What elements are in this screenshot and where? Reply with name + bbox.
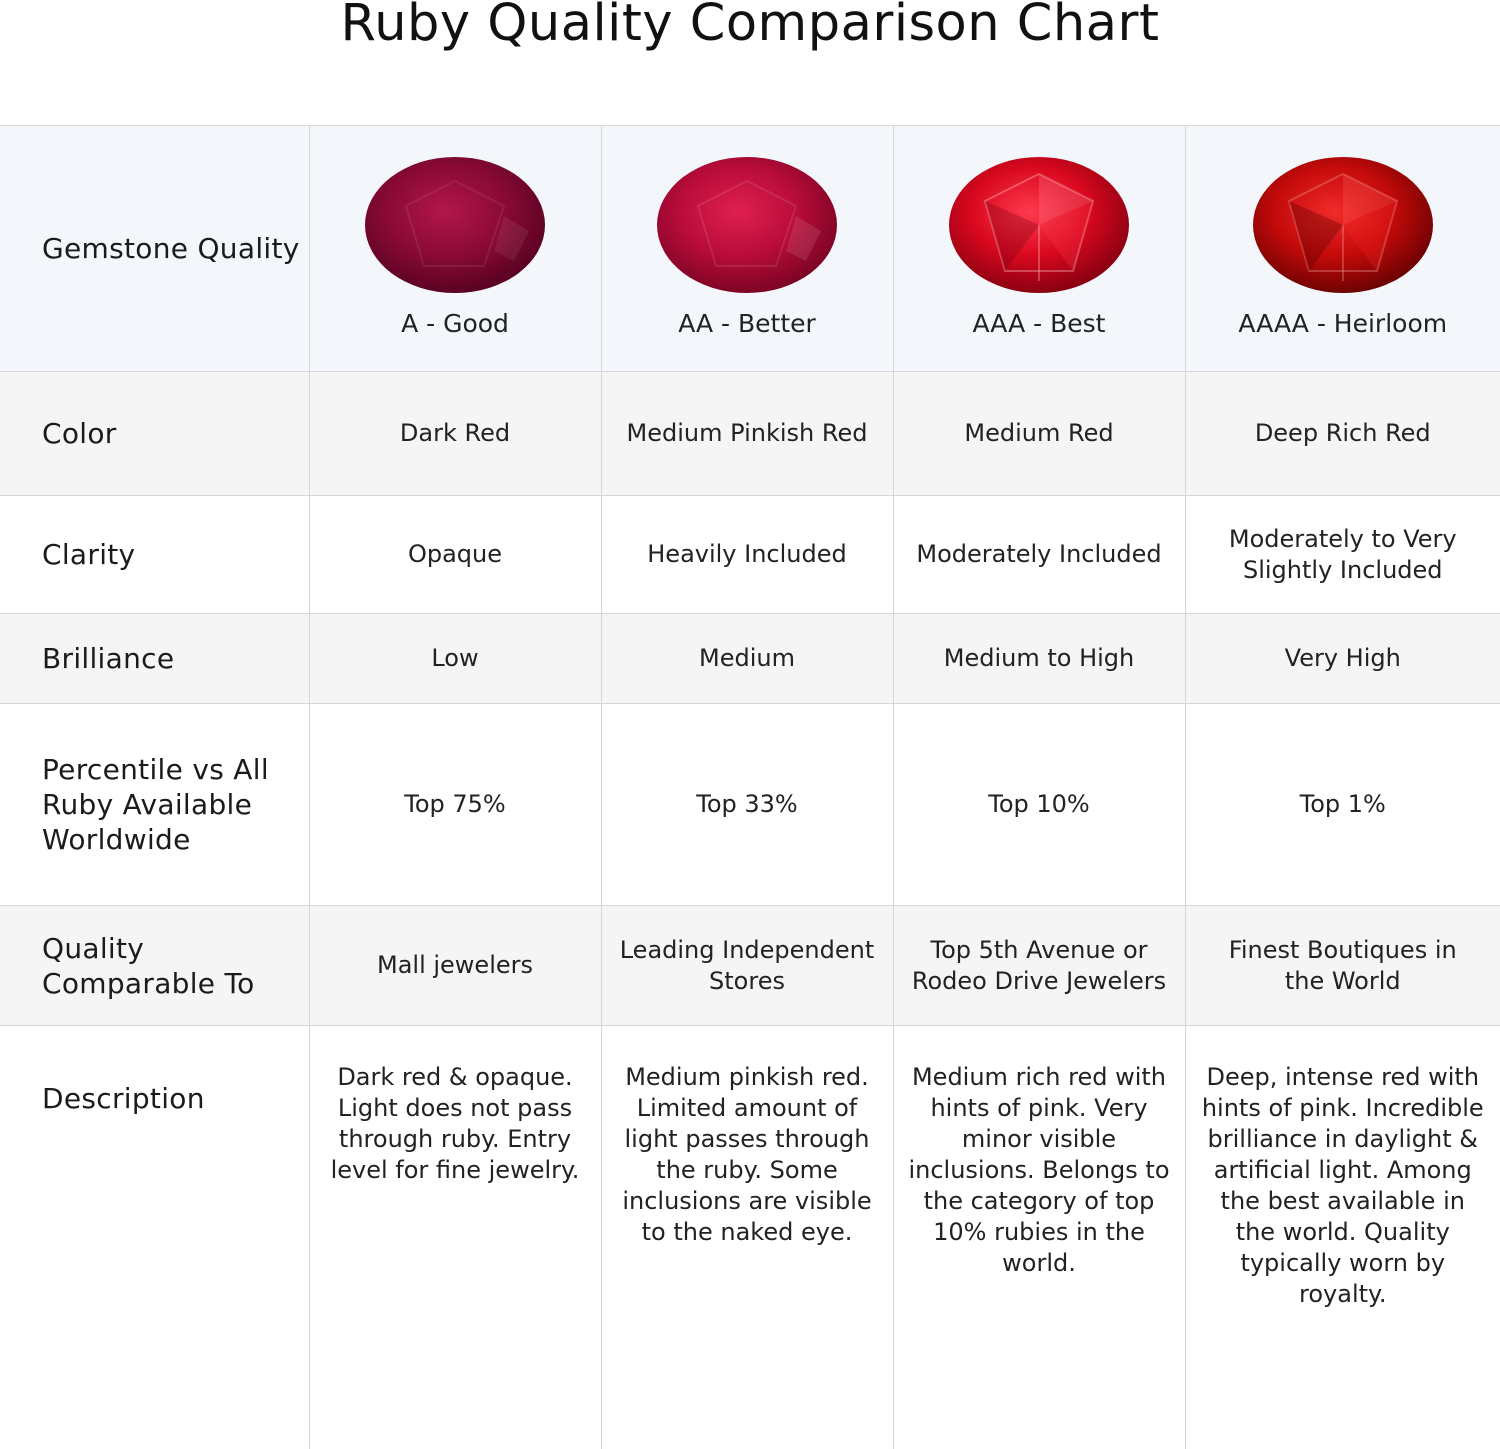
grade-label: AAA - Best [894,308,1185,339]
row-label-description: Description [0,1026,309,1449]
grade-cell: AAAA - Heirloom [1185,126,1500,372]
ruby-gem-icon [948,156,1130,294]
table-cell: Heavily Included [601,496,893,614]
grade-label: A - Good [310,308,601,339]
table-cell: Leading Independent Stores [601,906,893,1026]
table-cell: Finest Boutiques in the World [1185,906,1500,1026]
ruby-gem-icon [1252,156,1434,294]
grade-label: AA - Better [602,308,893,339]
table-cell: Very High [1185,614,1500,704]
table-cell: Medium Red [893,372,1185,496]
table-cell: Top 33% [601,704,893,906]
table-cell: Medium to High [893,614,1185,704]
table-cell: Medium Pinkish Red [601,372,893,496]
grade-cell: A - Good [309,126,601,372]
table-cell: Mall jewelers [309,906,601,1026]
table-cell: Opaque [309,496,601,614]
row-label-percentile: Percentile vs All Ruby Available Worldwi… [0,704,309,906]
quality-row: Gemstone Quality A - Good [0,126,1500,372]
table-cell: Top 5th Avenue or Rodeo Drive Jewelers [893,906,1185,1026]
row-label-comparable: Quality Comparable To [0,906,309,1026]
row-label-quality: Gemstone Quality [0,126,309,372]
page-title: Ruby Quality Comparison Chart [0,0,1500,53]
ruby-gem-icon [656,156,838,294]
table-cell: Top 1% [1185,704,1500,906]
table-cell: Moderately to Very Slightly Included [1185,496,1500,614]
table-cell: Dark Red [309,372,601,496]
table-cell: Dark red & opaque. Light does not pass t… [309,1026,601,1449]
table-cell: Deep Rich Red [1185,372,1500,496]
percentile-row: Percentile vs All Ruby Available Worldwi… [0,704,1500,906]
row-label-brilliance: Brilliance [0,614,309,704]
table-cell: Low [309,614,601,704]
table-cell: Deep, intense red with hints of pink. In… [1185,1026,1500,1449]
grade-cell: AAA - Best [893,126,1185,372]
grade-label: AAAA - Heirloom [1186,308,1500,339]
table-cell: Top 75% [309,704,601,906]
table-cell: Medium rich red with hints of pink. Very… [893,1026,1185,1449]
clarity-row: Clarity Opaque Heavily Included Moderate… [0,496,1500,614]
description-row: Description Dark red & opaque. Light doe… [0,1026,1500,1449]
comparison-table: Gemstone Quality A - Good [0,125,1500,1449]
row-label-clarity: Clarity [0,496,309,614]
comparable-row: Quality Comparable To Mall jewelers Lead… [0,906,1500,1026]
ruby-gem-icon [364,156,546,294]
table-cell: Medium pinkish red. Limited amount of li… [601,1026,893,1449]
grade-cell: AA - Better [601,126,893,372]
table-cell: Top 10% [893,704,1185,906]
brilliance-row: Brilliance Low Medium Medium to High Ver… [0,614,1500,704]
table-cell: Moderately Included [893,496,1185,614]
color-row: Color Dark Red Medium Pinkish Red Medium… [0,372,1500,496]
table-cell: Medium [601,614,893,704]
row-label-color: Color [0,372,309,496]
